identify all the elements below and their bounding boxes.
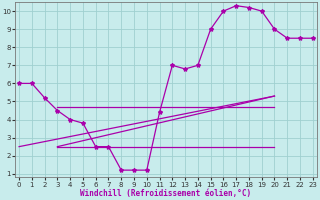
X-axis label: Windchill (Refroidissement éolien,°C): Windchill (Refroidissement éolien,°C)	[80, 189, 252, 198]
